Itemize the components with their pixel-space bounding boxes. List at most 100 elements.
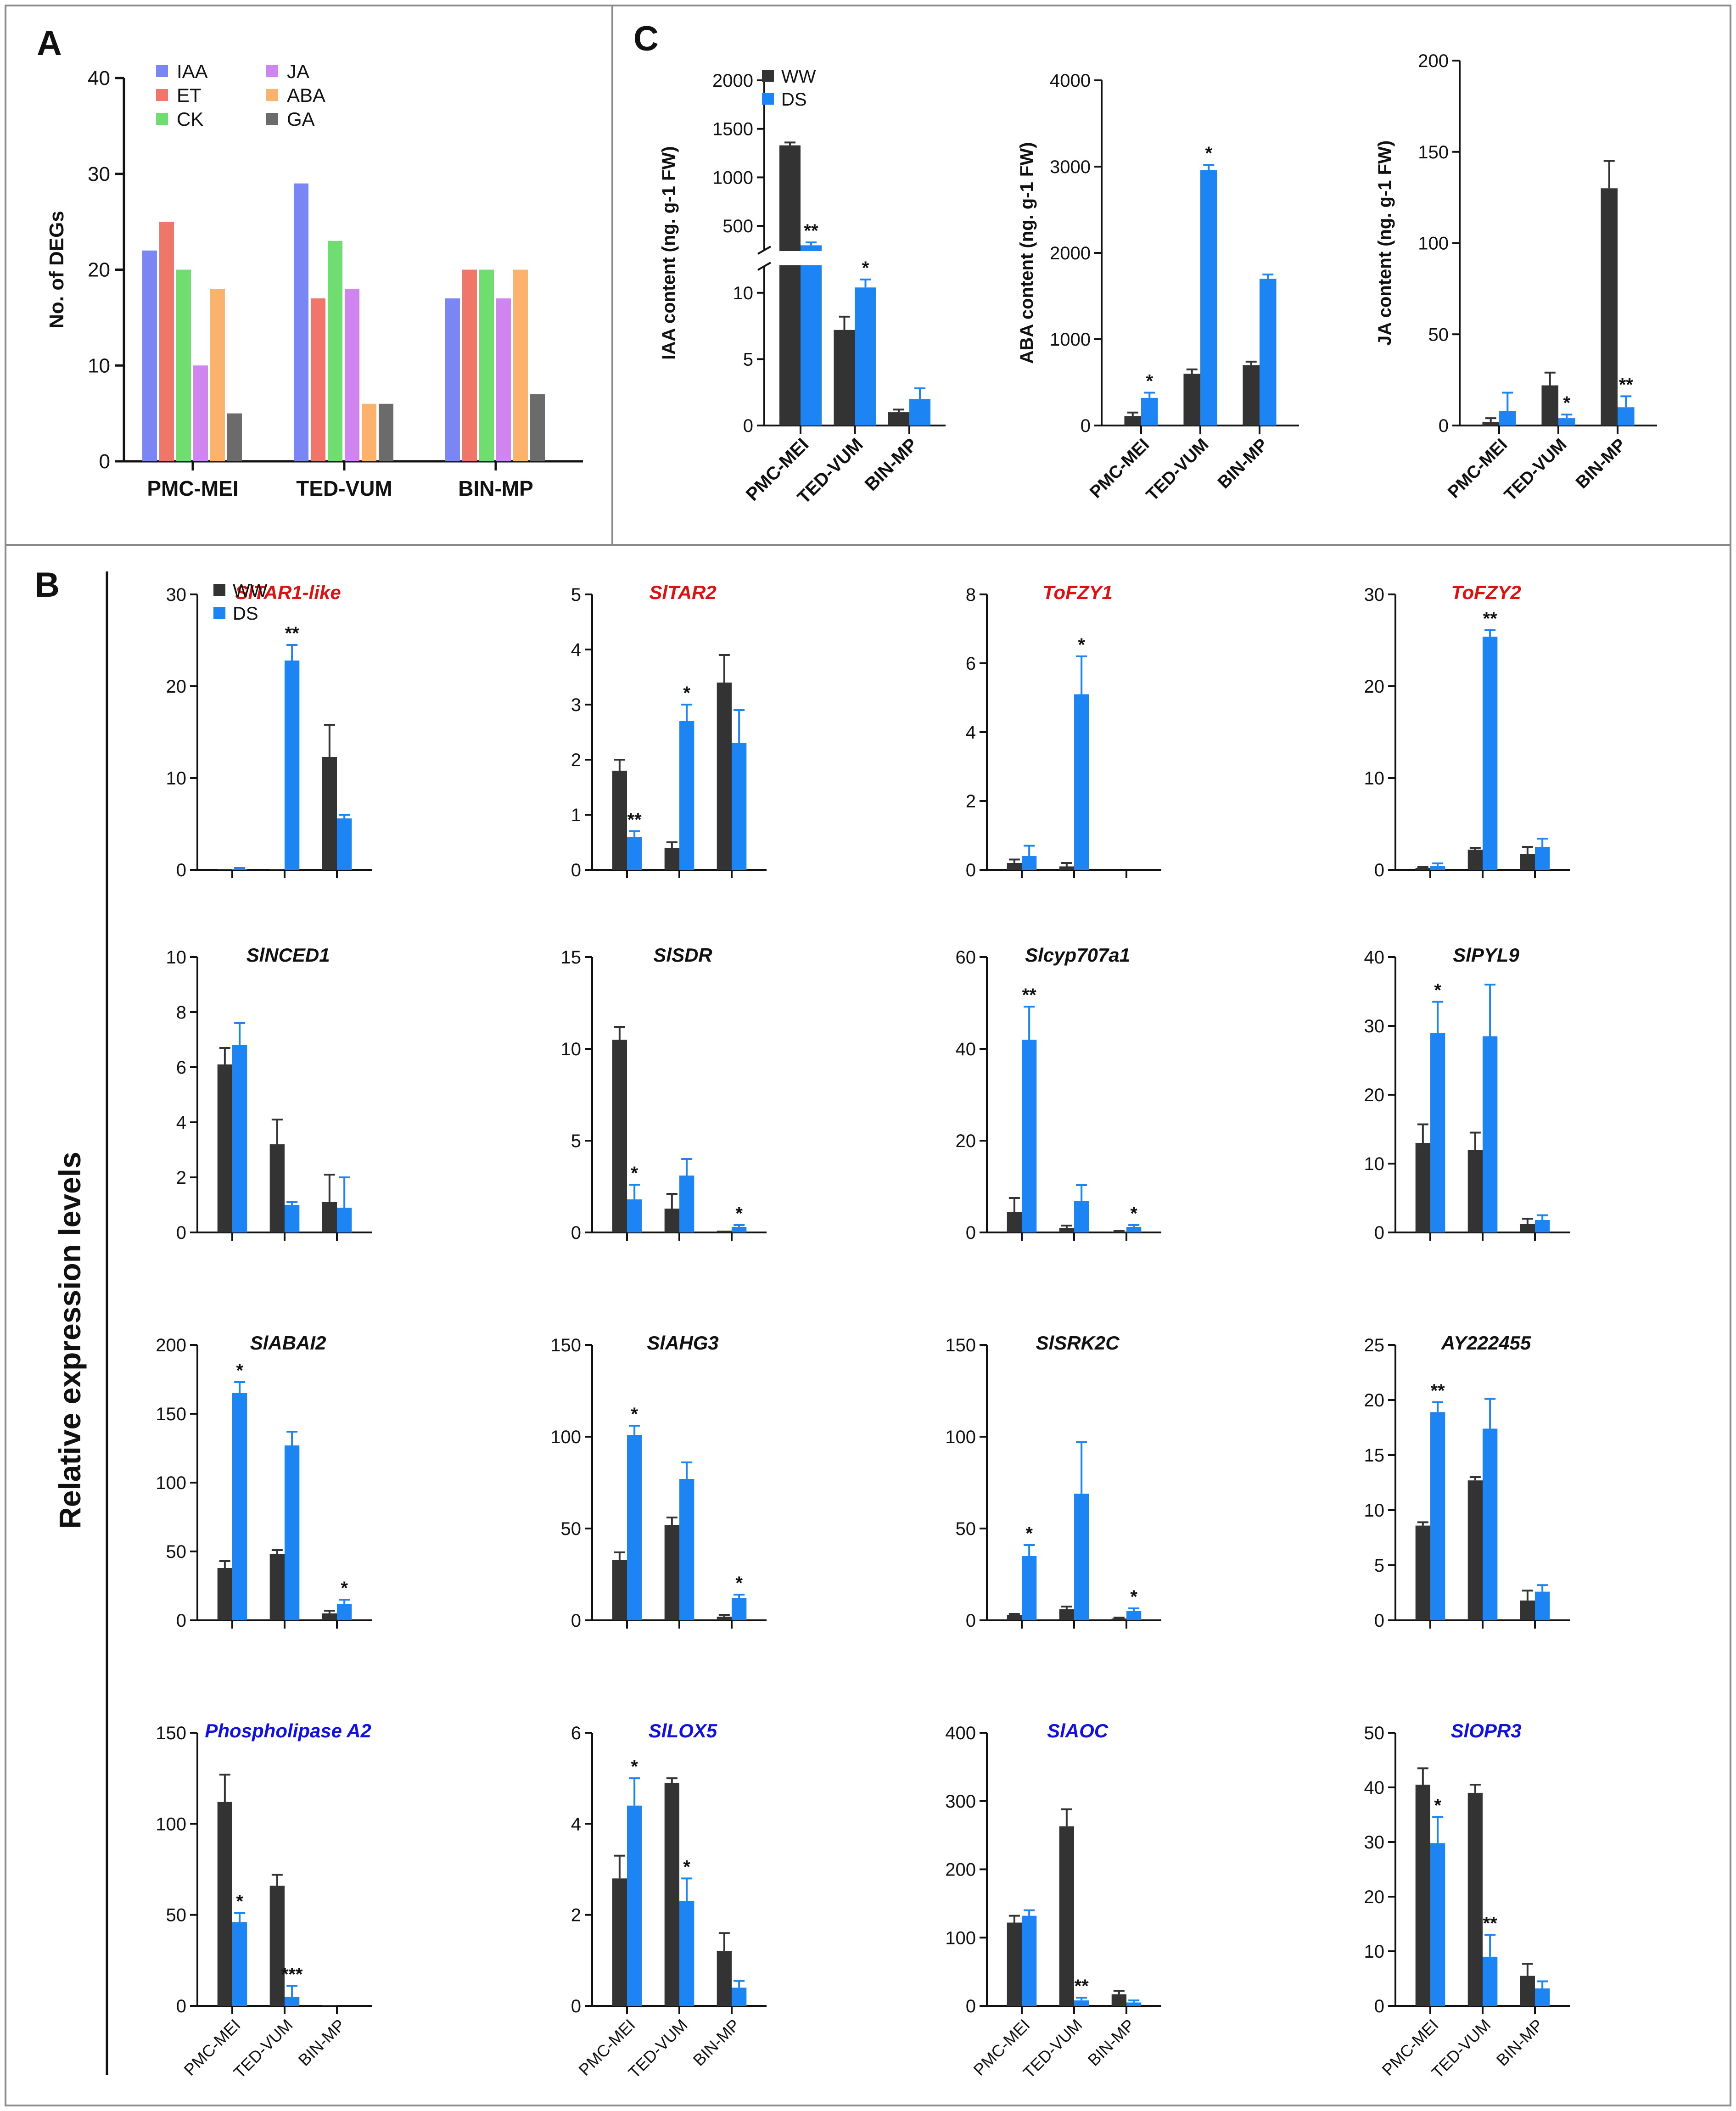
- chart-title: SlTAR1-like: [235, 582, 341, 603]
- chart-ytick-label: 50: [166, 1542, 187, 1562]
- chart-ytick-label: 0: [571, 1996, 581, 2016]
- bar-ds-pmc-mei: [232, 869, 247, 870]
- bar-ds-ted-vum: [285, 1445, 300, 1620]
- chart-ytick-label: 5: [1374, 1556, 1384, 1576]
- chart-ytick-label: 50: [561, 1519, 582, 1539]
- chart-ytick-label: 2000: [1050, 243, 1091, 263]
- chart-title: ToFZY1: [1042, 582, 1112, 603]
- chart-ytick-label: 150: [550, 1335, 581, 1355]
- chart-a-bar-ga: [530, 394, 545, 461]
- significance-mark: *: [683, 683, 690, 703]
- bar-ww-pmc-mei: [1415, 1143, 1430, 1232]
- chart-ytick-label: 400: [945, 1723, 976, 1743]
- bar-ww-ted-vum: [269, 1144, 285, 1232]
- bar-ds-ted-vum: [1483, 1428, 1498, 1620]
- chart-ytick-label: 4: [176, 1113, 186, 1133]
- chart-a-bar-ck: [176, 269, 191, 461]
- chart-ytick-label: 10: [1364, 768, 1385, 789]
- chart-ytick-label: 0: [743, 416, 753, 436]
- chart-ytick-label: 100: [945, 1427, 976, 1447]
- bar-ds-ted-vum: [855, 287, 876, 426]
- bar-ds-pmc-mei: [232, 1045, 247, 1232]
- bar-ds-pmc-mei: [1022, 856, 1037, 870]
- bar-ds-bin-mp: [337, 818, 352, 870]
- chart-a-bar-et: [159, 222, 174, 461]
- legend-ds-swatch: [762, 93, 774, 105]
- chart-ytick-label: 100: [550, 1427, 581, 1447]
- chart-title: SlABAI2: [250, 1332, 326, 1354]
- chart-ytick-label: 100: [1418, 234, 1449, 254]
- chart-ytick-label: 30: [166, 585, 187, 605]
- bar-ds-pmc-mei: [1022, 1915, 1037, 2006]
- bar-ds-ted-vum: [1074, 1494, 1089, 1620]
- bar-ds-ted-vum: [679, 1176, 694, 1232]
- chart-ytick-label: 0: [176, 860, 186, 880]
- bar-ww-ted-vum: [1467, 1150, 1483, 1232]
- significance-mark: *: [1130, 1204, 1137, 1224]
- chart-a-bar-ja: [345, 289, 359, 461]
- chart-title: AY222455: [1441, 1332, 1531, 1354]
- chart-c-iaa: 0510500100015002000PMC-MEI**TED-VUM*BIN-…: [659, 67, 946, 508]
- chart-ytick-label: 50: [1364, 1723, 1385, 1743]
- bar-ww-bin-mp: [322, 1613, 337, 1620]
- bar-ds-ted-vum: [285, 661, 300, 870]
- bar-ds-ted-vum: [679, 721, 694, 870]
- bar-ww-pmc-mei: [1007, 1212, 1022, 1232]
- bar-ww-ted-vum: [1183, 374, 1200, 426]
- significance-mark: *: [1078, 635, 1085, 655]
- bar-ww-bin-mp: [1243, 365, 1260, 426]
- significance-mark: *: [1434, 1795, 1441, 1815]
- bar-ww-ted-vum: [1541, 385, 1558, 426]
- chart-ytick-label: 0: [571, 1611, 581, 1631]
- bar-ds-pmc-mei: [232, 1393, 247, 1620]
- chart-title: Phospholipase A2: [205, 1720, 371, 1741]
- chart-title: SlTAR2: [649, 582, 716, 603]
- chart-title: Slcyp707a1: [1025, 944, 1130, 966]
- chart-ytick-label: 10: [1364, 1501, 1385, 1521]
- chart-ytick-label: 150: [156, 1723, 186, 1743]
- chart-a-xtick-label: PMC-MEI: [147, 476, 238, 500]
- bar-ds-bin-mp: [1535, 1988, 1550, 2006]
- chart-a-xtick-label: BIN-MP: [458, 476, 533, 500]
- bar-ds-bin-mp: [1535, 1220, 1550, 1232]
- chart-title: SlSRK2C: [1036, 1332, 1120, 1354]
- bar-ww-ted-vum: [664, 848, 679, 870]
- chart-a-legend-label: ET: [177, 84, 202, 106]
- bar-ww-pmc-mei: [779, 145, 801, 426]
- chart-ytick-label: 0: [1374, 1996, 1384, 2016]
- chart-b3: 0 2 4 6 8 * ToFZY1: [966, 582, 1161, 880]
- chart-b9: 0 50 100 150 200 * * SlABAI2: [156, 1332, 372, 1631]
- chart-title: SlLOX5: [649, 1720, 717, 1741]
- bar-ww-ted-vum: [269, 1554, 285, 1620]
- bar-ds-bin-mp: [1260, 279, 1277, 426]
- chart-a-ytick-label: 0: [99, 450, 110, 473]
- chart-ytick-label: 3000: [1050, 157, 1091, 177]
- chart-ytick-label: 30: [1364, 1832, 1385, 1853]
- bar-ww-pmc-mei: [1007, 1922, 1022, 2006]
- bar-ds-pmc-mei: [1022, 1040, 1037, 1232]
- chart-title: SlPYL9: [1453, 944, 1519, 966]
- chart-ytick-label: 0: [966, 860, 976, 880]
- chart-a-legend-label: GA: [287, 108, 315, 130]
- chart-ytick-label: 0: [571, 860, 581, 880]
- bar-ww-ted-vum: [834, 330, 855, 426]
- bar-ds-ted-vum: [1483, 637, 1498, 870]
- chart-ytick-label: 8: [966, 585, 976, 605]
- chart-a-legend-swatch: [156, 113, 168, 125]
- bar-ds-bin-mp: [1126, 1611, 1142, 1620]
- bar-ww-ted-vum: [664, 1209, 679, 1232]
- bar-ds-pmc-mei: [627, 1199, 642, 1232]
- significance-mark: *: [1146, 371, 1153, 392]
- bar-ww-pmc-mei: [1007, 863, 1022, 870]
- chart-a-legend-swatch: [266, 113, 278, 125]
- panel-c-letter: C: [633, 19, 659, 58]
- bar-ds-pmc-mei: [627, 1435, 642, 1620]
- bar-ww-bin-mp: [717, 1617, 732, 1620]
- chart-ytick-label: 0: [1374, 1611, 1384, 1631]
- significance-mark: *: [1434, 980, 1441, 1001]
- bar-ds-bin-mp: [909, 399, 930, 426]
- bar-ds-pmc-mei: [801, 245, 822, 426]
- chart-ytick-label: 5: [743, 349, 753, 370]
- chart-a-bar-iaa: [294, 183, 308, 461]
- significance-mark: *: [1025, 1523, 1033, 1544]
